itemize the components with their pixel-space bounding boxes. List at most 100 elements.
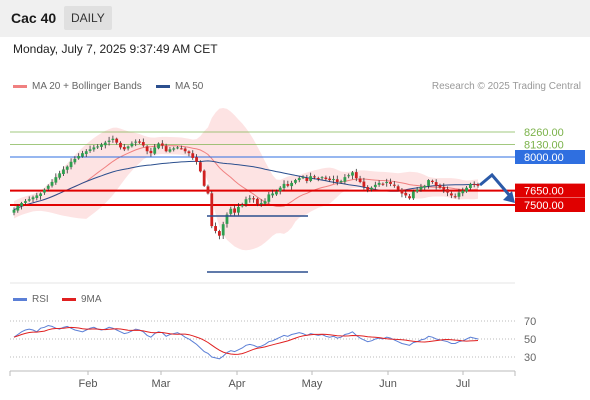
candle-body: [202, 170, 206, 186]
candle-body: [313, 176, 316, 178]
candle-body: [164, 146, 168, 152]
candle-body: [62, 169, 65, 174]
candle-body: [31, 197, 35, 200]
candle-body: [141, 142, 145, 146]
candle-body: [73, 158, 77, 163]
candle-body: [286, 184, 290, 186]
candle-body: [77, 156, 81, 159]
level-label-r1: 8130.00: [524, 140, 564, 152]
candle-body: [54, 177, 58, 183]
candle-body: [370, 187, 373, 190]
x-tick-label: Apr: [228, 378, 245, 390]
candle-body: [309, 176, 313, 181]
level-label-pivot: 8000.00: [524, 152, 564, 164]
candle-body: [351, 172, 354, 176]
candle-body: [305, 178, 309, 181]
rsi-swatch: [13, 298, 27, 301]
candle-body: [81, 153, 84, 157]
candle-body: [297, 178, 301, 181]
candle-body: [347, 175, 351, 177]
candle-body: [442, 187, 446, 190]
rsi-tick-50: 50: [524, 334, 536, 346]
candle-body: [236, 206, 240, 213]
candle-body: [39, 193, 43, 197]
candle-body: [320, 177, 324, 179]
candle-body: [115, 138, 119, 143]
legend-9ma: 9MA: [62, 294, 102, 305]
candle-body: [427, 180, 430, 186]
ma20-bb-swatch: [13, 85, 27, 88]
candle-body: [107, 140, 111, 142]
header-bar: Cac 40 DAILY: [0, 0, 590, 37]
candle-body: [256, 198, 259, 205]
candle-body: [20, 203, 24, 206]
candle-body: [183, 148, 187, 152]
candle-body: [468, 183, 472, 189]
candle-body: [434, 182, 438, 186]
candle-body: [316, 178, 320, 180]
rsi-label: RSI: [32, 294, 49, 305]
candle-body: [12, 209, 16, 213]
candle-body: [221, 224, 225, 236]
candle-body: [343, 177, 347, 182]
candle-body: [134, 141, 138, 143]
candle-body: [244, 199, 248, 205]
x-tick-label: Jun: [379, 378, 397, 390]
candle-body: [335, 179, 339, 182]
forecast-arrow: [479, 172, 512, 197]
candle-body: [354, 172, 358, 179]
candle-body: [214, 226, 217, 231]
candle-body: [408, 196, 411, 199]
legend-rsi: RSI: [13, 294, 49, 305]
rsi-tick-30: 30: [524, 352, 536, 364]
timestamp: Monday, July 7, 2025 9:37:49 AM CET: [13, 42, 218, 56]
candle-body: [461, 190, 465, 194]
candle-body: [240, 205, 244, 207]
candle-body: [423, 185, 427, 188]
candle-body: [248, 198, 252, 200]
candle-body: [88, 149, 92, 151]
chart-title: Cac 40: [11, 10, 57, 26]
candle-body: [191, 153, 195, 158]
candle-body: [294, 180, 297, 183]
candle-body: [100, 144, 103, 147]
candle-body: [392, 184, 396, 186]
candle-body: [96, 146, 100, 148]
candle-body: [449, 193, 453, 196]
candle-body: [400, 189, 404, 194]
candle-body: [16, 205, 20, 211]
candle-body: [119, 142, 122, 148]
legend-ma20-bb: MA 20 + Bollinger Bands: [13, 81, 142, 92]
level-box-s1: [515, 183, 585, 198]
candle-body: [373, 184, 377, 188]
candle-body: [35, 195, 39, 198]
candle-body: [358, 178, 362, 182]
candle-body: [176, 147, 179, 149]
candle-body: [411, 191, 415, 199]
candle-body: [58, 173, 62, 178]
candle-body: [217, 231, 221, 236]
level-label-s2: 7500.00: [524, 200, 564, 212]
candle-body: [149, 150, 153, 154]
candle-body: [206, 186, 210, 194]
candle-body: [476, 183, 480, 186]
ma20-bb-label: MA 20 + Bollinger Bands: [32, 81, 142, 92]
legend-ma50: MA 50: [156, 81, 203, 92]
candle-body: [259, 203, 263, 205]
candle-body: [65, 166, 69, 170]
period-selector[interactable]: DAILY: [64, 6, 112, 30]
candle-body: [301, 177, 305, 179]
candle-body: [324, 177, 328, 180]
candle-body: [130, 143, 134, 147]
candle-body: [92, 147, 96, 150]
candle-body: [275, 191, 278, 195]
candle-body: [24, 201, 27, 203]
candle-body: [172, 148, 176, 150]
candle-body: [138, 141, 141, 143]
candle-body: [267, 194, 271, 202]
candle-body: [453, 196, 457, 198]
candle-body: [419, 186, 423, 190]
ma50-label: MA 50: [175, 81, 204, 92]
candle-body: [153, 147, 157, 154]
rsi-ma9-line: [13, 326, 479, 355]
